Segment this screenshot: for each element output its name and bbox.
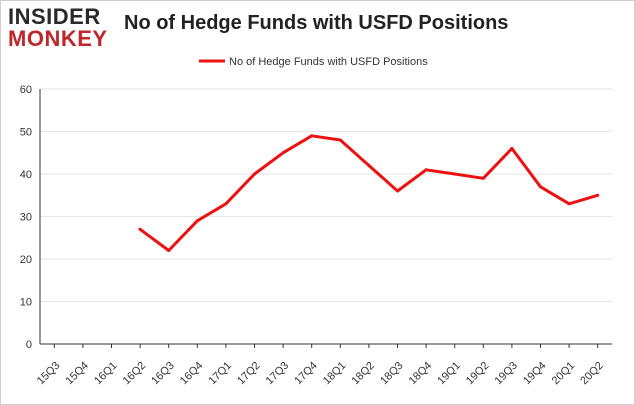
data-point [453, 172, 457, 176]
data-point [481, 176, 485, 180]
data-point [224, 202, 228, 206]
data-point [510, 147, 514, 150]
data-point [596, 193, 600, 197]
x-tick-label: 16Q3 [149, 360, 177, 388]
x-tick-label: 18Q2 [349, 360, 377, 388]
x-tick-label: 17Q2 [235, 360, 263, 388]
data-point [396, 189, 399, 193]
x-tick-label: 19Q1 [435, 360, 463, 388]
x-tick-label: 16Q4 [178, 360, 206, 388]
y-tick-label: 10 [20, 297, 32, 309]
logo-line-2: MONKEY [8, 26, 108, 51]
grid-lines [40, 88, 612, 302]
x-tick-label: 17Q1 [206, 360, 234, 388]
x-tick-label: 19Q4 [521, 360, 549, 388]
y-tick-label: 30 [20, 212, 32, 224]
x-tick-label: 17Q4 [292, 360, 320, 388]
x-tick-label: 18Q1 [321, 360, 349, 388]
y-tick-label: 50 [20, 127, 32, 139]
chart-title: No of Hedge Funds with USFD Positions [124, 12, 509, 34]
data-point [367, 164, 371, 167]
x-tick-label: 18Q3 [378, 360, 406, 388]
y-tick-label: 20 [20, 254, 32, 266]
x-tick-labels: 15Q3 15Q4 16Q1 16Q2 16Q3 16Q4 17Q1 17Q2 17Q3 17Q4… [35, 360, 606, 388]
legend: No of Hedge Funds with USFD Positions [199, 56, 428, 68]
x-tick-label: 18Q4 [407, 360, 435, 388]
data-point [567, 202, 571, 206]
x-tick-label: 19Q3 [492, 360, 520, 388]
axes [39, 89, 612, 348]
data-point [138, 227, 142, 231]
legend-label: No of Hedge Funds with USFD Positions [229, 56, 428, 68]
x-tick-label: 20Q2 [578, 360, 606, 388]
data-point [338, 138, 342, 142]
y-tick-label: 40 [20, 169, 32, 181]
logo-line-1: INSIDER [8, 4, 101, 29]
data-point [310, 134, 314, 138]
x-tick-label: 15Q3 [35, 360, 63, 388]
x-tick-label: 16Q2 [121, 360, 149, 388]
data-point [195, 219, 199, 223]
x-tick-label: 16Q1 [92, 360, 120, 388]
data-point [539, 185, 542, 189]
data-point [253, 172, 256, 176]
data-point [167, 249, 171, 252]
series-line [138, 134, 600, 252]
x-tick-label: 17Q3 [264, 360, 292, 388]
y-tick-label: 60 [20, 84, 32, 96]
y-tick-label: 0 [26, 339, 32, 351]
data-point [424, 168, 428, 172]
y-tick-labels: 0 10 20 30 40 50 60 [20, 84, 32, 351]
x-tick-label: 20Q1 [550, 360, 578, 388]
x-tick-label: 15Q4 [63, 360, 91, 388]
x-tick-label: 19Q2 [464, 360, 492, 388]
insider-monkey-logo: INSIDER MONKEY [8, 4, 118, 54]
series-lines [138, 134, 600, 252]
data-point [281, 151, 285, 155]
